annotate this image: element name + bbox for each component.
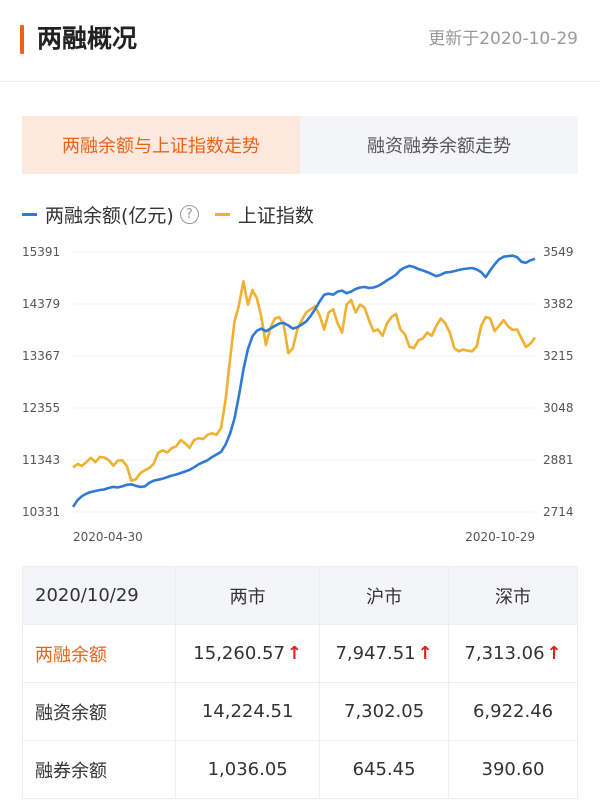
table-cell: 7,302.05 xyxy=(319,682,450,741)
chart-legend: 两融余额(亿元) ? 上证指数 xyxy=(22,201,314,227)
up-arrow-icon: ↑ xyxy=(417,643,433,664)
up-arrow-icon: ↑ xyxy=(286,643,302,664)
table-row: 两融余额 15,260.57 ↑ 7,947.51 ↑ 7,313.06 ↑ xyxy=(21,624,578,683)
row-label-short: 融券余额 xyxy=(21,740,177,799)
up-arrow-icon: ↑ xyxy=(546,643,562,664)
y-left-tick: 10331 xyxy=(22,505,60,519)
y-right-tick: 2714 xyxy=(543,505,574,519)
y-right-tick: 3215 xyxy=(543,349,574,363)
cell-value: 7,947.51 xyxy=(335,643,416,664)
table-cell: 390.60 xyxy=(448,740,578,799)
page-header: 两融概况 更新于2020-10-29 xyxy=(0,0,600,82)
table-cell: 14,224.51 xyxy=(175,682,321,741)
y-left-tick: 12355 xyxy=(22,401,60,415)
y-right-tick: 3549 xyxy=(543,245,574,259)
legend-item-margin-balance[interactable]: 两融余额(亿元) xyxy=(22,201,174,228)
legend-swatch-gold xyxy=(214,212,230,216)
table-cell: 645.45 xyxy=(319,740,450,799)
chart-tabs: 两融余额与上证指数走势 融资融券余额走势 xyxy=(22,116,578,174)
cell-value: 7,313.06 xyxy=(464,643,545,664)
update-timestamp: 更新于2020-10-29 xyxy=(428,29,578,49)
tab-financing-trend[interactable]: 融资融券余额走势 xyxy=(367,136,511,157)
legend-item-sse-index[interactable]: 上证指数 xyxy=(214,201,314,228)
table-cell: 7,313.06 ↑ xyxy=(448,624,578,683)
legend-label-sse-index: 上证指数 xyxy=(237,204,314,227)
cell-value: 15,260.57 xyxy=(193,643,285,664)
y-left-tick: 14379 xyxy=(22,297,60,311)
y-left-tick: 13367 xyxy=(22,349,60,363)
trend-chart: 15391 14379 13367 12355 11343 10331 3549 3382 3… xyxy=(22,245,574,544)
series-line-sse-index xyxy=(72,280,537,482)
row-label-financing: 融资余额 xyxy=(21,682,177,741)
legend-label-margin-balance: 两融余额(亿元) xyxy=(45,204,174,227)
row-label-margin-total: 两融余额 xyxy=(21,624,177,683)
table-cell: 15,260.57 ↑ xyxy=(175,624,321,683)
y-right-tick: 3048 xyxy=(543,401,574,415)
y-left-tick: 11343 xyxy=(22,453,60,467)
legend-swatch-blue xyxy=(22,212,37,216)
page-title: 两融概况 xyxy=(37,24,138,53)
y-right-tick: 3382 xyxy=(543,297,574,311)
x-tick-end: 2020-10-29 xyxy=(465,530,535,544)
table-row: 融资余额 14,224.51 7,302.05 6,922.46 xyxy=(21,682,578,741)
table-header-sz: 深市 xyxy=(448,566,578,625)
y-left-tick: 15391 xyxy=(22,245,60,259)
title-accent-bar xyxy=(20,25,24,54)
tab-margin-vs-index[interactable]: 两融余额与上证指数走势 xyxy=(22,116,300,174)
table-header-date: 2020/10/29 xyxy=(21,566,177,625)
table-header-sh: 沪市 xyxy=(319,566,450,625)
table-cell: 7,947.51 ↑ xyxy=(319,624,450,683)
table-cell: 6,922.46 xyxy=(448,682,578,741)
help-icon[interactable]: ? xyxy=(179,204,199,224)
table-header-row: 2020/10/29 两市 沪市 深市 xyxy=(21,566,578,625)
table-row: 融券余额 1,036.05 645.45 390.60 xyxy=(21,740,578,799)
table-cell: 1,036.05 xyxy=(175,740,321,799)
series-line-margin-balance xyxy=(71,254,536,508)
margin-summary-table: 2020/10/29 两市 沪市 深市 两融余额 15,260.57 ↑ 7,94… xyxy=(21,566,578,799)
table-header-both: 两市 xyxy=(175,566,321,625)
y-right-tick: 2881 xyxy=(543,453,574,467)
x-tick-start: 2020-04-30 xyxy=(73,530,143,544)
